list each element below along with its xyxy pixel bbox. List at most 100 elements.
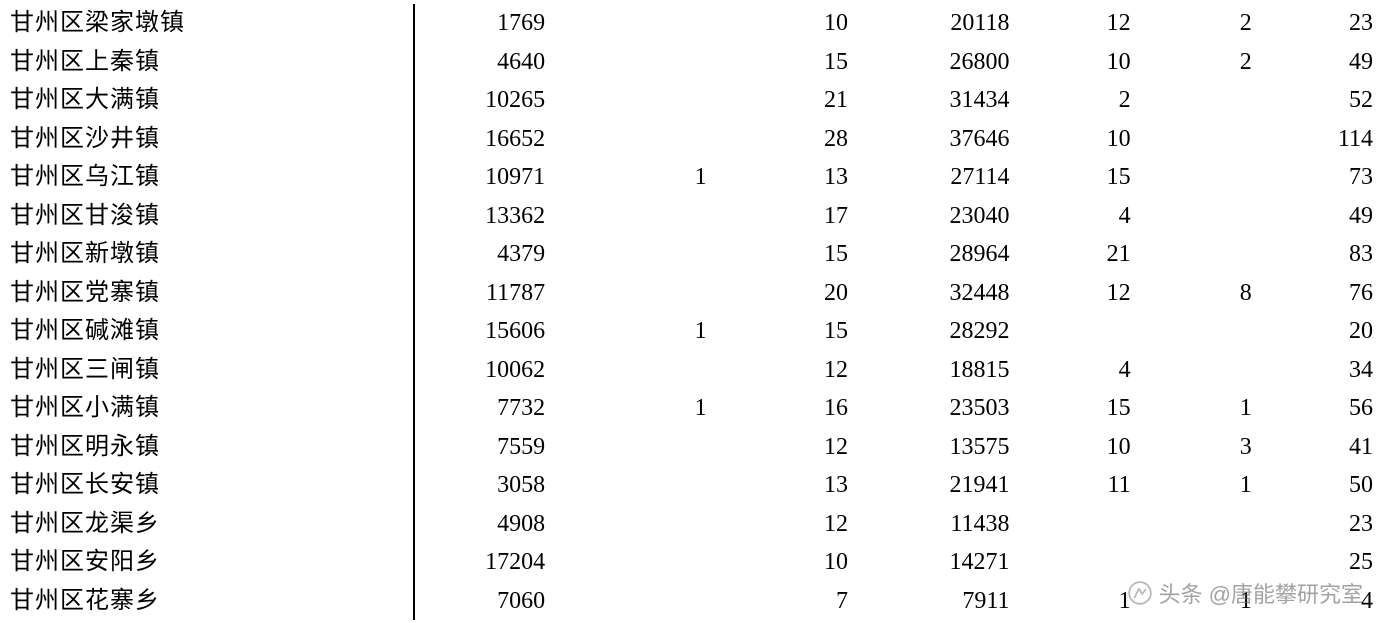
row-c4: 31434 [858,81,1020,120]
row-c2 [555,197,717,236]
row-c3: 12 [717,505,858,544]
row-c4: 23040 [858,197,1020,236]
row-name: 甘州区长安镇 [10,466,414,505]
row-c6: 8 [1141,274,1262,313]
table-row: 甘州区长安镇3058132194111150 [10,466,1383,505]
row-name: 甘州区大满镇 [10,81,414,120]
row-c4: 20118 [858,4,1020,43]
table-row: 甘州区明永镇7559121357510341 [10,428,1383,467]
data-table: 甘州区梁家墩镇1769102011812223甘州区上秦镇46401526800… [10,4,1383,620]
row-name: 甘州区安阳乡 [10,543,414,582]
row-c4: 14271 [858,543,1020,582]
row-c6 [1141,312,1262,351]
row-c3: 15 [717,43,858,82]
row-c4: 27114 [858,158,1020,197]
row-name: 甘州区党寨镇 [10,274,414,313]
row-c1: 3058 [414,466,555,505]
row-c5 [1020,543,1141,582]
row-c1: 4640 [414,43,555,82]
row-c1: 16652 [414,120,555,159]
row-name: 甘州区乌江镇 [10,158,414,197]
row-c2: 1 [555,389,717,428]
row-c6: 3 [1141,428,1262,467]
row-c7: 52 [1262,81,1383,120]
row-c7: 41 [1262,428,1383,467]
row-c2 [555,466,717,505]
row-c4: 37646 [858,120,1020,159]
row-c1: 4379 [414,235,555,274]
row-c2 [555,543,717,582]
row-c3: 7 [717,582,858,621]
row-c4: 11438 [858,505,1020,544]
row-c2 [555,120,717,159]
row-c7: 25 [1262,543,1383,582]
row-c1: 10971 [414,158,555,197]
row-c4: 7911 [858,582,1020,621]
row-c5: 2 [1020,81,1141,120]
table-row: 甘州区梁家墩镇1769102011812223 [10,4,1383,43]
row-c5: 10 [1020,428,1141,467]
row-name: 甘州区梁家墩镇 [10,4,414,43]
row-c1: 13362 [414,197,555,236]
row-c5 [1020,312,1141,351]
row-c2 [555,43,717,82]
row-c5: 4 [1020,197,1141,236]
row-c6: 1 [1141,389,1262,428]
row-c2: 1 [555,312,717,351]
row-c3: 20 [717,274,858,313]
row-c7: 56 [1262,389,1383,428]
row-c3: 12 [717,351,858,390]
row-c7: 114 [1262,120,1383,159]
row-c3: 28 [717,120,858,159]
row-c1: 10265 [414,81,555,120]
row-name: 甘州区三闸镇 [10,351,414,390]
row-c7: 49 [1262,43,1383,82]
row-c4: 23503 [858,389,1020,428]
row-c2 [555,235,717,274]
row-c6 [1141,235,1262,274]
row-c4: 28964 [858,235,1020,274]
row-c7: 20 [1262,312,1383,351]
row-c4: 18815 [858,351,1020,390]
row-c3: 10 [717,543,858,582]
row-c5: 4 [1020,351,1141,390]
table-row: 甘州区小满镇77321162350315156 [10,389,1383,428]
row-name: 甘州区花寨乡 [10,582,414,621]
row-c7: 76 [1262,274,1383,313]
row-c6: 1 [1141,582,1262,621]
table-row: 甘州区碱滩镇156061152829220 [10,312,1383,351]
row-c6: 2 [1141,43,1262,82]
row-c3: 15 [717,312,858,351]
row-c1: 4908 [414,505,555,544]
row-c1: 15606 [414,312,555,351]
row-c1: 7559 [414,428,555,467]
row-c3: 12 [717,428,858,467]
row-c4: 32448 [858,274,1020,313]
row-name: 甘州区新墩镇 [10,235,414,274]
row-c5: 12 [1020,274,1141,313]
table-row: 甘州区党寨镇11787203244812876 [10,274,1383,313]
row-c3: 15 [717,235,858,274]
row-name: 甘州区小满镇 [10,389,414,428]
table-row: 甘州区安阳乡17204101427125 [10,543,1383,582]
row-c6: 1 [1141,466,1262,505]
row-c7: 73 [1262,158,1383,197]
row-c1: 7732 [414,389,555,428]
row-c2 [555,81,717,120]
row-c3: 13 [717,158,858,197]
table-row: 甘州区花寨乡706077911114 [10,582,1383,621]
row-c1: 10062 [414,351,555,390]
row-c3: 16 [717,389,858,428]
row-c2 [555,4,717,43]
row-c3: 17 [717,197,858,236]
row-c2 [555,428,717,467]
row-c5 [1020,505,1141,544]
row-c5: 12 [1020,4,1141,43]
row-c6 [1141,197,1262,236]
row-c7: 83 [1262,235,1383,274]
row-c4: 26800 [858,43,1020,82]
row-c6 [1141,120,1262,159]
data-table-wrap: 甘州区梁家墩镇1769102011812223甘州区上秦镇46401526800… [0,0,1393,620]
row-c4: 13575 [858,428,1020,467]
row-c1: 1769 [414,4,555,43]
